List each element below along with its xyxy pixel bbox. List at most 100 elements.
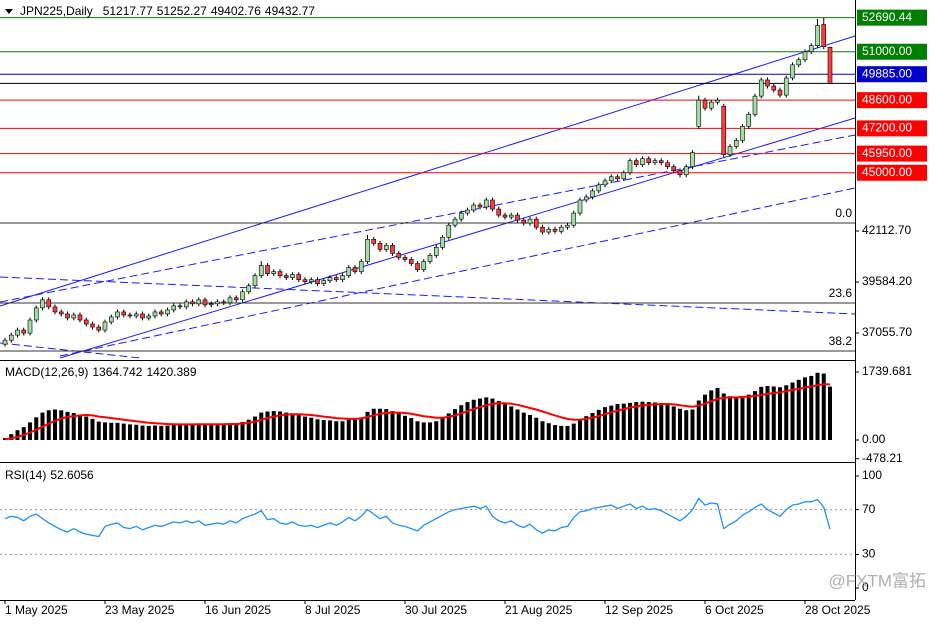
candle-body [802, 51, 808, 61]
macd-bar [415, 421, 420, 441]
candle-body [777, 89, 783, 96]
x-tick-label: 28 Oct 2025 [805, 603, 871, 617]
macd-bar [821, 373, 826, 441]
candle-body [40, 299, 45, 309]
candle-body [277, 271, 283, 276]
macd-bar [659, 403, 664, 441]
macd-bar [359, 417, 364, 441]
macd-bar [696, 400, 701, 441]
header-close: 49432.77 [265, 4, 315, 18]
macd-bar [553, 425, 557, 441]
symbol: JPN225,Daily [20, 4, 93, 18]
candle-body [465, 209, 470, 214]
macd-bar [809, 375, 814, 441]
candle-body [733, 140, 739, 147]
macd-bar [465, 402, 470, 441]
macd-bar [303, 416, 307, 441]
macd-bar [146, 425, 151, 441]
macd-bar [46, 410, 51, 441]
macd-bar [546, 423, 551, 441]
level-label: 48600.00 [862, 92, 912, 106]
macd-bar [84, 416, 89, 441]
candle-body [15, 329, 20, 336]
candle-body [602, 180, 608, 186]
macd-bar [578, 419, 582, 441]
macd-bar [309, 417, 314, 441]
candle-body [540, 226, 545, 233]
candle-body [796, 59, 802, 66]
signal-line [4, 383, 831, 441]
candle-body [340, 275, 345, 280]
candle-body [515, 214, 520, 221]
macd-bar [709, 390, 714, 441]
candle-body [321, 280, 327, 284]
level-box [857, 145, 927, 162]
candle-body [446, 224, 452, 238]
candle-body [565, 224, 570, 228]
candle-body [365, 239, 370, 262]
candle-body [183, 301, 189, 308]
candle-body [302, 279, 308, 282]
macd-bar [271, 411, 276, 441]
macd-bar [665, 404, 670, 441]
candle-body [765, 79, 770, 87]
candle-body [633, 160, 639, 165]
rsi-line [4, 497, 831, 538]
macd-bar [515, 409, 520, 441]
macd-bar [746, 394, 751, 441]
macd-bar [671, 406, 676, 441]
rsi-value: 52.6056 [50, 468, 94, 482]
watermark: @FXTM富拓 [828, 571, 926, 590]
level-label: 45950.00 [862, 146, 912, 160]
candle-body [158, 311, 164, 315]
macd-bar [759, 386, 764, 441]
macd-bar [765, 386, 770, 441]
macd-bar [678, 408, 682, 441]
candle-body [2, 339, 8, 345]
candle-body [315, 279, 320, 284]
level-box [857, 120, 927, 137]
candle-body [477, 204, 483, 208]
candle-body [608, 176, 614, 182]
candle-body [815, 25, 820, 46]
candle-body [471, 204, 477, 211]
candle-body [433, 247, 439, 256]
macd-bar [446, 413, 451, 441]
y-tick-label: 30 [862, 547, 876, 561]
macd-bar [128, 424, 132, 441]
candle-body [771, 85, 777, 91]
candle-body [21, 329, 27, 334]
candle-body [402, 257, 408, 260]
x-tick-label: 8 Jul 2025 [305, 603, 361, 617]
rsi-title: RSI(14) [5, 468, 46, 482]
macd-bar [521, 412, 526, 441]
macd-bar [203, 424, 207, 441]
y-tick-label: 39584.20 [862, 274, 912, 288]
header-open: 51217.77 [103, 4, 153, 18]
macd-bar [259, 412, 264, 441]
fib-label: 0.0 [835, 206, 852, 220]
plot-layer: 1 May 2025 23 May 2025 16 Jun 2025 8 Jul 20… [0, 9, 927, 617]
price-header: JPN225,Daily 51217.77 51252.27 49402.76 4943… [20, 4, 315, 18]
candle-body [371, 239, 377, 244]
candle-body [308, 279, 314, 282]
header-high: 51252.27 [157, 4, 207, 18]
level-label: 45000.00 [862, 165, 912, 179]
macd-bar [815, 372, 820, 441]
macd-bar [253, 416, 257, 441]
candle-body [52, 306, 58, 313]
macd-bar [315, 419, 320, 441]
candle-body [408, 259, 414, 264]
candle-body [196, 299, 202, 305]
macd-bar [621, 403, 626, 441]
candle-body [352, 267, 358, 272]
candle-body [283, 275, 289, 278]
macd-bar [115, 422, 120, 441]
macd-bar [540, 421, 545, 441]
candle-body [121, 311, 127, 316]
macd-bar [21, 427, 26, 441]
candle-body [621, 172, 627, 180]
candle-body [102, 321, 108, 331]
macd-bar [378, 408, 382, 441]
